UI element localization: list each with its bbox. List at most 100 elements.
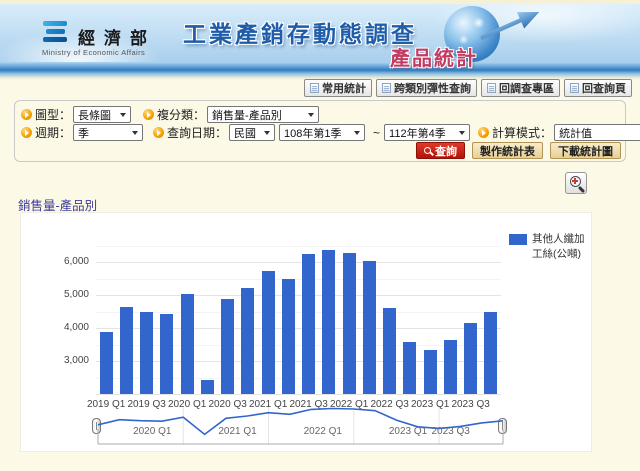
nav-button-label: 回調查專區 [499,83,554,95]
x-axis-label: 2020 Q3 [208,399,247,410]
search-button-label: 查詢 [435,145,457,158]
chevron-down-icon [132,130,139,135]
x-axis-label: 2022 Q1 [329,399,369,410]
minor-grid-line [96,278,501,280]
calendar-value: 民國 [234,127,257,140]
chevron-down-icon [264,130,271,135]
bullet-icon [153,127,165,138]
download-chart-button[interactable]: 下載統計圖 [550,142,621,159]
chevron-down-icon [120,112,127,117]
download-chart-button-label: 下載統計圖 [558,145,613,158]
calc-mode-label: 計算模式： [492,126,553,140]
minor-grid-line [96,344,501,346]
nav-button-common-stats[interactable]: 常用統計 [304,79,372,97]
filter-row-2: 週期： 季 查詢日期： 民國 108年第1季 ~ 112年第4季 計算模式： 統… [21,124,640,141]
magnifier-plus-icon [570,176,581,187]
document-icon [382,83,391,93]
date-from-value: 108年第1季 [284,127,342,140]
calendar-select[interactable]: 民國 [229,124,276,141]
range-tick-label: 2023 Q1 [388,426,428,437]
filter-row-buttons: 查詢 製作統計表 下載統計圖 [416,142,621,159]
x-axis-label: 2021 Q3 [289,399,328,410]
minor-grid-line [96,311,501,313]
date-to-value: 112年第4季 [389,127,446,140]
bar [160,313,174,394]
moea-logo-icon [42,21,68,45]
make-table-button-label: 製作統計表 [480,145,535,158]
bar [241,287,255,394]
bar [362,261,376,394]
chevron-down-icon [308,112,315,117]
bar [423,350,437,394]
bar [200,380,214,394]
nav-button-label: 回查詢頁 [582,83,626,95]
x-axis-label: 2021 Q1 [248,399,288,410]
bar [281,279,295,394]
minor-grid-line [96,245,501,247]
tilde-separator: ~ [373,125,381,140]
subcategory-label: 複分類： [157,108,206,122]
bar [443,339,457,394]
grid-line [96,361,501,362]
bar [383,308,397,394]
range-tick-label: 2022 Q1 [303,426,342,437]
search-button[interactable]: 查詢 [416,142,465,159]
nav-button-back-to-survey-area[interactable]: 回調查專區 [481,79,560,97]
calc-mode-value: 統計值 [559,127,593,140]
document-icon [570,83,579,93]
chart-type-value: 長條圖 [78,109,112,122]
x-axis-label: 2020 Q1 [167,399,207,410]
filter-row-1: 圖型： 長條圖 複分類： 銷售量-產品別 [21,106,323,123]
top-strip [0,0,640,4]
bar [342,252,356,394]
range-filter[interactable] [21,401,593,451]
chart-panel: 其他人纖加工絲(公噸) 3,000 4,000 5,000 6,000 2019 Q1 2… [20,212,592,452]
chart-section-title: 銷售量-產品別 [18,199,98,213]
period-value: 季 [78,127,90,140]
minor-grid-line [96,377,501,379]
subcategory-select[interactable]: 銷售量-產品別 [207,106,320,123]
grid-line [96,328,501,329]
range-line [97,407,504,436]
chart-type-select[interactable]: 長條圖 [73,106,132,123]
nav-button-cross-category-query[interactable]: 跨類別彈性查詢 [376,79,477,97]
bar [484,311,498,394]
x-axis-label: 2019 Q3 [127,399,166,410]
chart-type-label: 圖型： [35,108,72,122]
nav-button-label: 跨類別彈性查詢 [394,83,471,95]
grid-line [96,262,501,263]
bar [119,306,133,394]
survey-title: 工業產銷存動態調查 [183,21,417,47]
calc-mode-select[interactable]: 統計值 [554,124,640,141]
range-tick-label: 2023 Q3 [431,426,470,437]
magnifier-icon [424,147,431,154]
date-from-select[interactable]: 108年第1季 [279,124,366,141]
bar [221,299,235,394]
chevron-down-icon [354,130,361,135]
legend-swatch [509,234,527,245]
range-tick-label: 2020 Q1 [133,426,172,437]
zoom-in-button[interactable] [565,172,587,194]
x-axis-label: 2019 Q1 [86,399,126,410]
range-tick-label: 2021 Q1 [218,426,257,437]
period-select[interactable]: 季 [73,124,144,141]
bar [180,294,194,394]
bar [464,322,478,394]
query-date-label: 查詢日期： [167,126,228,140]
make-table-button[interactable]: 製作統計表 [472,142,543,159]
bullet-icon [21,109,32,120]
bar [140,311,154,394]
date-to-select[interactable]: 112年第4季 [384,124,471,141]
bar [261,271,275,394]
x-axis-label: 2023 Q3 [451,399,490,410]
filter-panel: 圖型： 長條圖 複分類： 銷售量-產品別 週期： 季 查詢日期： 民國 108年… [14,100,640,162]
y-axis-label: 5,000 [63,289,89,300]
y-axis-label: 3,000 [63,355,89,366]
bar [403,341,417,394]
nav-row: 常用統計 跨類別彈性查詢 回調查專區 回查詢頁 [304,79,632,97]
page-title-product-stats: 產品統計 [390,48,478,70]
range-handle-left[interactable] [92,418,101,434]
subcategory-value: 銷售量-產品別 [212,109,282,122]
nav-button-back-to-query-page[interactable]: 回查詢頁 [564,79,632,97]
